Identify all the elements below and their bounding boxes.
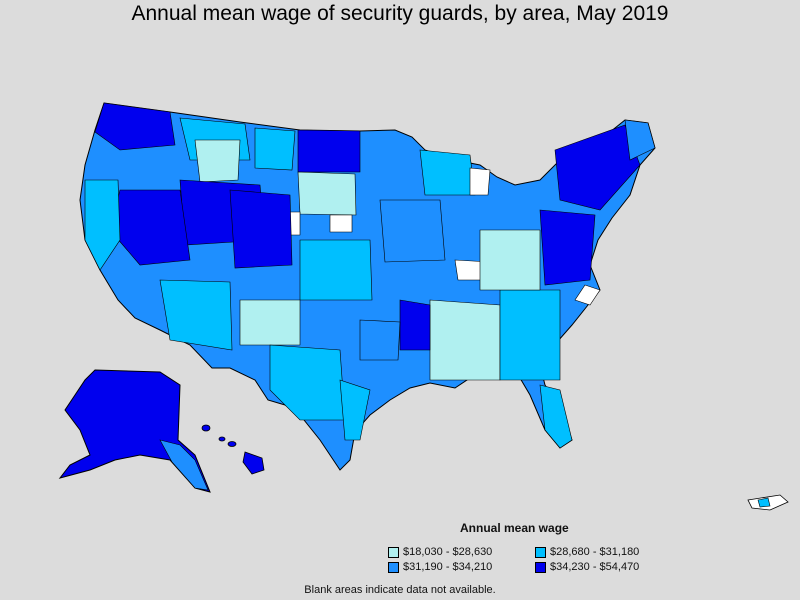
legend-title: Annual mean wage xyxy=(460,521,569,535)
hawaii-shape xyxy=(201,424,265,475)
region-patches xyxy=(84,102,656,449)
legend-swatch-4 xyxy=(535,561,546,573)
legend-item-3: $31,190 - $34,210 xyxy=(388,561,492,573)
blank-areas-note: Blank areas indicate data not available. xyxy=(304,584,496,596)
legend-label-2: $28,680 - $31,180 xyxy=(550,546,640,558)
legend-item-4: $34,230 - $54,470 xyxy=(535,561,639,573)
legend-label-3: $31,190 - $34,210 xyxy=(403,561,493,573)
legend-item-1: $18,030 - $28,630 xyxy=(388,546,492,558)
legend-swatch-3 xyxy=(388,561,399,573)
legend-label-4: $34,230 - $54,470 xyxy=(550,561,640,573)
legend-label-1: $18,030 - $28,630 xyxy=(403,546,493,558)
map-title: Annual mean wage of security guards, by … xyxy=(131,2,669,25)
legend-swatch-1 xyxy=(388,546,399,558)
legend-item-2: $28,680 - $31,180 xyxy=(535,546,639,558)
alaska-se-region xyxy=(159,439,209,491)
legend-swatch-2 xyxy=(535,546,546,558)
